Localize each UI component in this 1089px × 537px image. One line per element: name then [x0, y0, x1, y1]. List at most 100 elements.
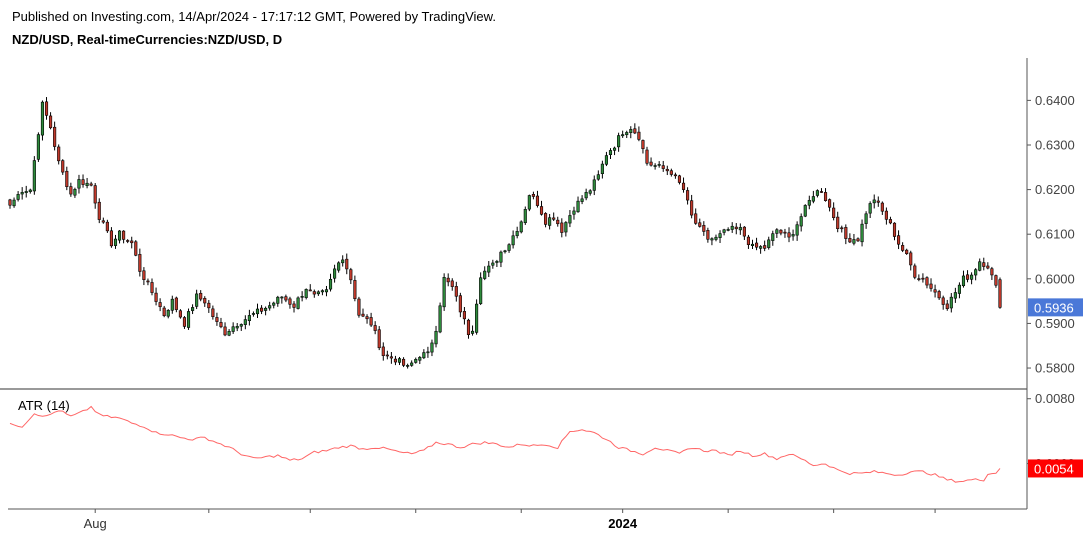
candle: [235, 323, 239, 332]
candle-body-down: [840, 227, 844, 230]
candle: [276, 295, 280, 307]
candle: [284, 294, 288, 303]
candle: [130, 236, 134, 249]
candle-body-down: [844, 227, 848, 239]
candle-body-up: [617, 135, 621, 148]
candle: [418, 355, 422, 365]
candle-body-down: [901, 245, 905, 251]
candle-body-up: [503, 250, 507, 253]
last-price-label: 0.5936: [1034, 300, 1074, 315]
candle-body-up: [625, 132, 629, 136]
candle-body-up: [860, 223, 864, 243]
candle-body-up: [255, 308, 260, 315]
candle: [142, 267, 146, 286]
candle: [154, 287, 158, 306]
candle: [122, 230, 126, 244]
candle-body-up: [337, 262, 341, 271]
candle: [373, 321, 377, 335]
candle: [20, 187, 24, 200]
candle-body-up: [978, 261, 982, 271]
candle-body-up: [604, 155, 608, 165]
candle-body-up: [231, 326, 235, 332]
candle-body-down: [215, 317, 219, 322]
candle: [726, 227, 730, 232]
candle-body-up: [40, 101, 45, 136]
candle: [933, 284, 937, 298]
candle: [970, 272, 974, 285]
candle-body-down: [556, 219, 560, 225]
candle-body-down: [649, 161, 653, 166]
candle: [763, 240, 767, 252]
candle-body-up: [406, 365, 410, 367]
candle-body-down: [369, 317, 373, 326]
candle-body-up: [791, 234, 795, 237]
candle: [259, 305, 264, 315]
candle-body-down: [909, 252, 913, 266]
candle-body-up: [12, 199, 16, 207]
candle: [568, 210, 572, 228]
candle-body-down: [828, 199, 832, 208]
candle-body-down: [892, 222, 897, 237]
candle-body-down: [101, 220, 105, 223]
candle-body-up: [722, 229, 726, 233]
candle: [397, 356, 402, 366]
candle: [247, 309, 251, 326]
candle: [807, 195, 811, 210]
candle: [511, 230, 515, 249]
candle: [304, 288, 308, 300]
candle: [503, 249, 507, 254]
candle: [819, 188, 824, 193]
candle: [458, 292, 462, 318]
candle-body-up: [515, 231, 519, 237]
candle: [211, 305, 215, 320]
candle-body-down: [673, 174, 677, 177]
candle-body-up: [20, 192, 24, 195]
candle-body-down: [880, 202, 884, 212]
candle-body-up: [36, 134, 40, 160]
candle: [442, 273, 446, 311]
candle-body-up: [316, 291, 320, 295]
candle: [539, 200, 544, 216]
candle-body-up: [479, 277, 483, 304]
candle-body-up: [410, 362, 414, 366]
candle-body-down: [357, 298, 361, 316]
candle: [527, 194, 531, 212]
candle-body-down: [53, 126, 57, 147]
candle-body-down: [122, 230, 126, 240]
candle-body-up: [576, 200, 580, 213]
candle-body-up: [191, 307, 195, 311]
candle: [268, 301, 272, 311]
candle: [645, 146, 649, 166]
candle-body-up: [957, 284, 961, 294]
candle: [795, 221, 799, 241]
candle: [426, 346, 430, 358]
candle: [422, 349, 426, 360]
candle-body-down: [905, 249, 909, 254]
candle: [722, 228, 726, 236]
candle-body-up: [799, 216, 803, 227]
candle: [32, 156, 36, 195]
candle-body-down: [105, 221, 109, 232]
candle-body-up: [235, 326, 239, 329]
candle-body-down: [130, 240, 134, 244]
candle: [36, 132, 40, 162]
candle: [600, 160, 604, 179]
candle: [491, 259, 495, 269]
candle-body-down: [925, 277, 929, 286]
candle: [117, 230, 122, 244]
candle: [901, 242, 905, 253]
candle-body-up: [77, 179, 81, 189]
candle: [434, 325, 438, 348]
candle: [864, 211, 868, 229]
candle: [438, 302, 442, 334]
candle-body-down: [897, 235, 901, 245]
candle: [381, 342, 385, 361]
candle-body-down: [641, 140, 645, 150]
candle: [61, 159, 65, 175]
candle-body-up: [629, 129, 633, 133]
candle-body-up: [438, 305, 442, 333]
candle-body-up: [580, 198, 584, 202]
price-tick-label: 0.6000: [1035, 271, 1075, 286]
candle: [799, 213, 803, 232]
